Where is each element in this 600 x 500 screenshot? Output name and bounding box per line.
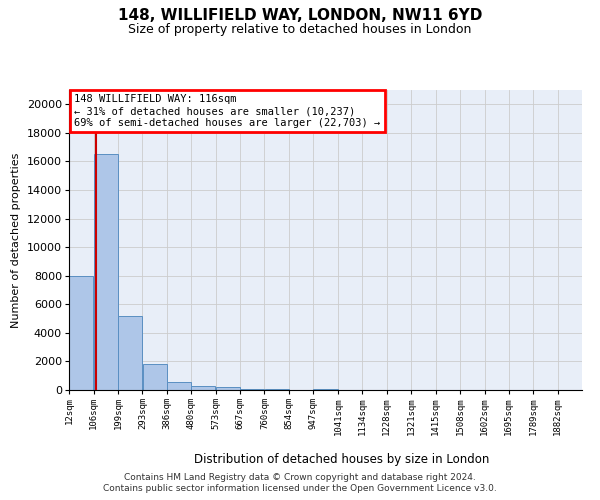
Bar (191, 386, 215, 390)
Text: Size of property relative to detached houses in London: Size of property relative to detached ho… (128, 22, 472, 36)
Text: Contains public sector information licensed under the Open Government Licence v3: Contains public sector information licen… (103, 484, 497, 493)
Bar (69, 276, 93, 390)
Text: 148, WILLIFIELD WAY, LONDON, NW11 6YD: 148, WILLIFIELD WAY, LONDON, NW11 6YD (118, 8, 482, 22)
Bar (118, 316, 142, 390)
Text: 148 WILLIFIELD WAY: 116sqm
← 31% of detached houses are smaller (10,237)
69% of : 148 WILLIFIELD WAY: 116sqm ← 31% of deta… (74, 94, 380, 128)
Bar (143, 364, 167, 390)
Bar (240, 389, 265, 390)
Bar (94, 154, 118, 390)
Y-axis label: Number of detached properties: Number of detached properties (11, 152, 22, 328)
Text: Distribution of detached houses by size in London: Distribution of detached houses by size … (194, 452, 490, 466)
Text: Contains HM Land Registry data © Crown copyright and database right 2024.: Contains HM Land Registry data © Crown c… (124, 472, 476, 482)
Bar (167, 382, 191, 390)
Bar (265, 389, 289, 390)
Bar (216, 388, 240, 390)
